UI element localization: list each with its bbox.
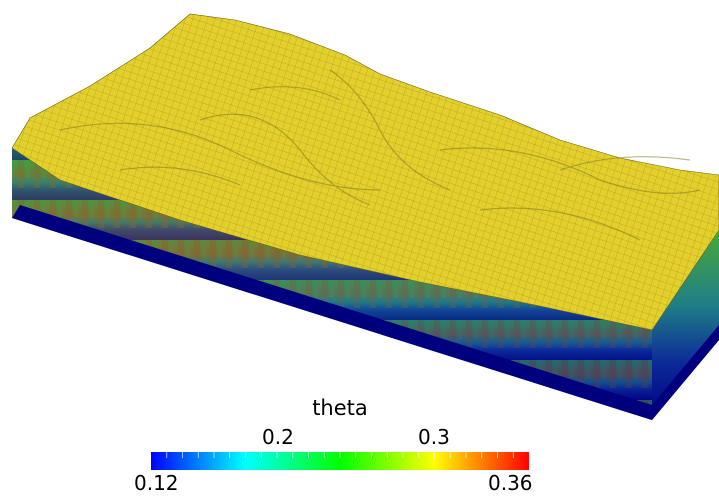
terrain-surface — [11, 13, 719, 331]
colorbar-title: theta — [312, 396, 368, 420]
colorbar — [151, 452, 529, 470]
colorbar-tick-0.2: 0.2 — [262, 425, 294, 449]
terrain-ridges — [59, 69, 701, 241]
side-wall — [652, 230, 719, 420]
colorbar-max-label: 0.36 — [488, 471, 533, 495]
colorbar-min-label: 0.12 — [134, 471, 179, 495]
colorbar-tick-0.3: 0.3 — [418, 425, 450, 449]
